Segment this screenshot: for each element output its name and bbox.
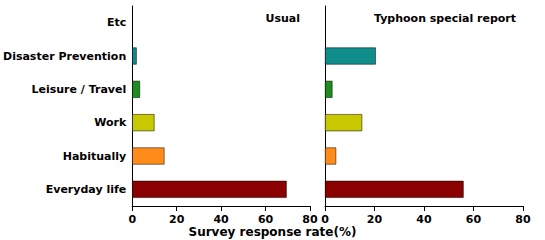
svg-text:Habitually: Habitually (63, 150, 127, 163)
svg-text:20: 20 (169, 213, 185, 226)
svg-text:40: 40 (213, 213, 229, 226)
svg-text:Etc: Etc (107, 16, 126, 29)
svg-text:60: 60 (258, 213, 274, 226)
svg-text:20: 20 (367, 213, 383, 226)
svg-text:80: 80 (302, 213, 318, 226)
svg-text:80: 80 (515, 213, 531, 226)
svg-text:Disaster Prevention: Disaster Prevention (3, 50, 126, 63)
svg-text:Leisure / Travel: Leisure / Travel (31, 83, 126, 96)
svg-text:40: 40 (416, 213, 432, 226)
svg-text:Survey response rate(%): Survey response rate(%) (189, 225, 357, 239)
svg-text:Typhoon special report: Typhoon special report (374, 12, 516, 25)
svg-text:60: 60 (466, 213, 482, 226)
svg-text:Everyday life: Everyday life (46, 183, 127, 196)
svg-text:Work: Work (94, 116, 127, 129)
svg-text:0: 0 (128, 213, 136, 226)
svg-text:0: 0 (321, 213, 329, 226)
svg-text:Usual: Usual (265, 12, 300, 25)
